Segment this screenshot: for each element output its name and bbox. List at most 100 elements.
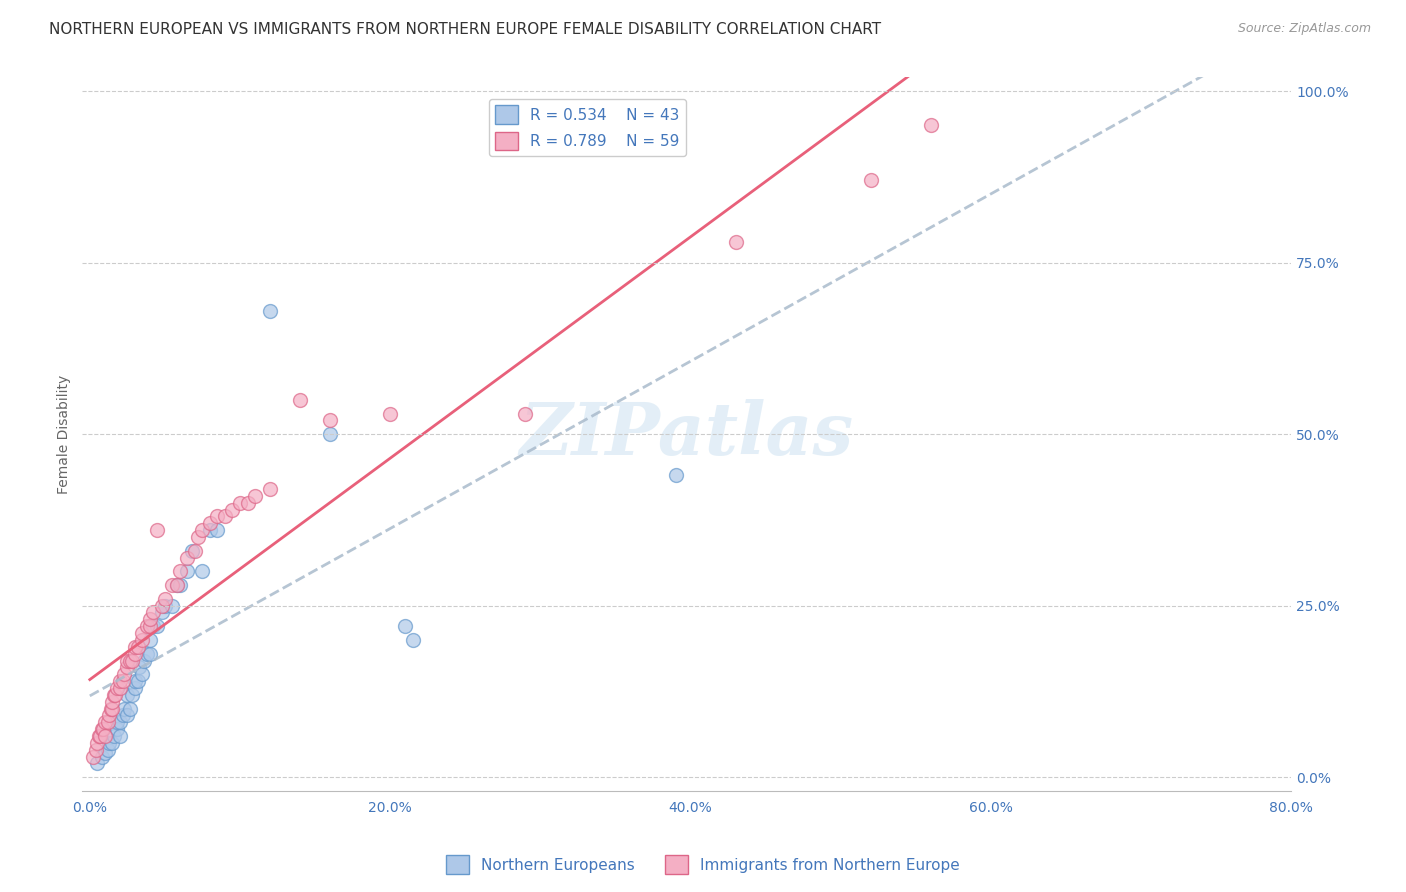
Point [229,496,252,510]
Point [124,674,146,689]
Point [139,632,162,647]
Point [108,729,131,743]
Point [104,688,127,702]
Point [108,674,131,689]
Point [288,392,311,407]
Text: Source: ZipAtlas.com: Source: ZipAtlas.com [1237,22,1371,36]
Point [98,736,121,750]
Point [236,496,259,510]
Point [142,619,165,633]
Point [94,746,117,760]
Point [146,523,169,537]
Point [142,606,165,620]
Point [176,565,198,579]
Point [150,599,173,613]
Point [108,715,131,730]
Point [87,729,110,743]
Point [166,578,188,592]
Point [91,722,114,736]
Point [146,619,169,633]
Point [111,708,134,723]
Point [127,640,149,654]
Point [131,667,153,681]
Point [120,653,142,667]
Point [98,708,121,723]
Point [111,674,134,689]
Point [121,688,143,702]
Point [94,729,117,743]
Point [259,303,281,318]
Point [112,701,135,715]
Point [169,578,191,592]
Text: NORTHERN EUROPEAN VS IMMIGRANTS FROM NORTHERN EUROPE FEMALE DISABILITY CORRELATI: NORTHERN EUROPEAN VS IMMIGRANTS FROM NOR… [49,22,882,37]
Point [664,468,686,483]
Point [214,509,236,524]
Point [128,660,150,674]
Point [724,235,747,249]
Text: ZIPatlas: ZIPatlas [520,399,853,470]
Point [97,715,120,730]
Point [121,653,143,667]
Point [162,578,184,592]
Point [139,647,162,661]
Point [181,543,204,558]
Point [124,640,146,654]
Point [920,119,942,133]
Point [112,667,135,681]
Legend: R = 0.534    N = 43, R = 0.789    N = 59: R = 0.534 N = 43, R = 0.789 N = 59 [489,99,686,156]
Point [120,701,142,715]
Point [97,742,120,756]
Point [103,688,125,702]
Point [132,653,155,667]
Point [131,626,153,640]
Point [131,632,153,647]
Point [221,502,243,516]
Point [94,715,117,730]
Point [319,427,342,442]
Point [82,749,104,764]
Point [135,619,157,633]
Point [86,756,108,771]
Point [101,701,124,715]
Point [90,749,112,764]
Point [859,173,882,187]
Point [117,708,139,723]
Point [207,523,229,537]
Point [127,674,149,689]
Point [153,599,176,613]
Point [153,591,176,606]
Point [84,742,107,756]
Point [191,565,214,579]
Point [207,509,229,524]
Point [124,681,146,695]
Point [169,565,191,579]
Point [184,543,207,558]
Point [108,681,131,695]
Point [101,695,124,709]
Point [380,407,402,421]
Point [259,482,281,496]
Point [86,736,108,750]
Point [139,612,162,626]
Point [117,688,139,702]
Point [515,407,537,421]
Point [90,722,112,736]
Point [198,523,221,537]
Point [187,530,209,544]
Point [198,516,221,531]
Point [117,660,139,674]
Point [162,599,184,613]
Point [105,681,128,695]
Point [243,489,266,503]
Point [139,619,162,633]
Point [191,523,214,537]
Point [150,606,173,620]
Y-axis label: Female Disability: Female Disability [58,375,72,494]
Point [319,413,342,427]
Point [101,736,124,750]
Point [105,715,128,730]
Point [100,701,122,715]
Point [135,647,157,661]
Legend: Northern Europeans, Immigrants from Northern Europe: Northern Europeans, Immigrants from Nort… [440,849,966,880]
Point [103,729,125,743]
